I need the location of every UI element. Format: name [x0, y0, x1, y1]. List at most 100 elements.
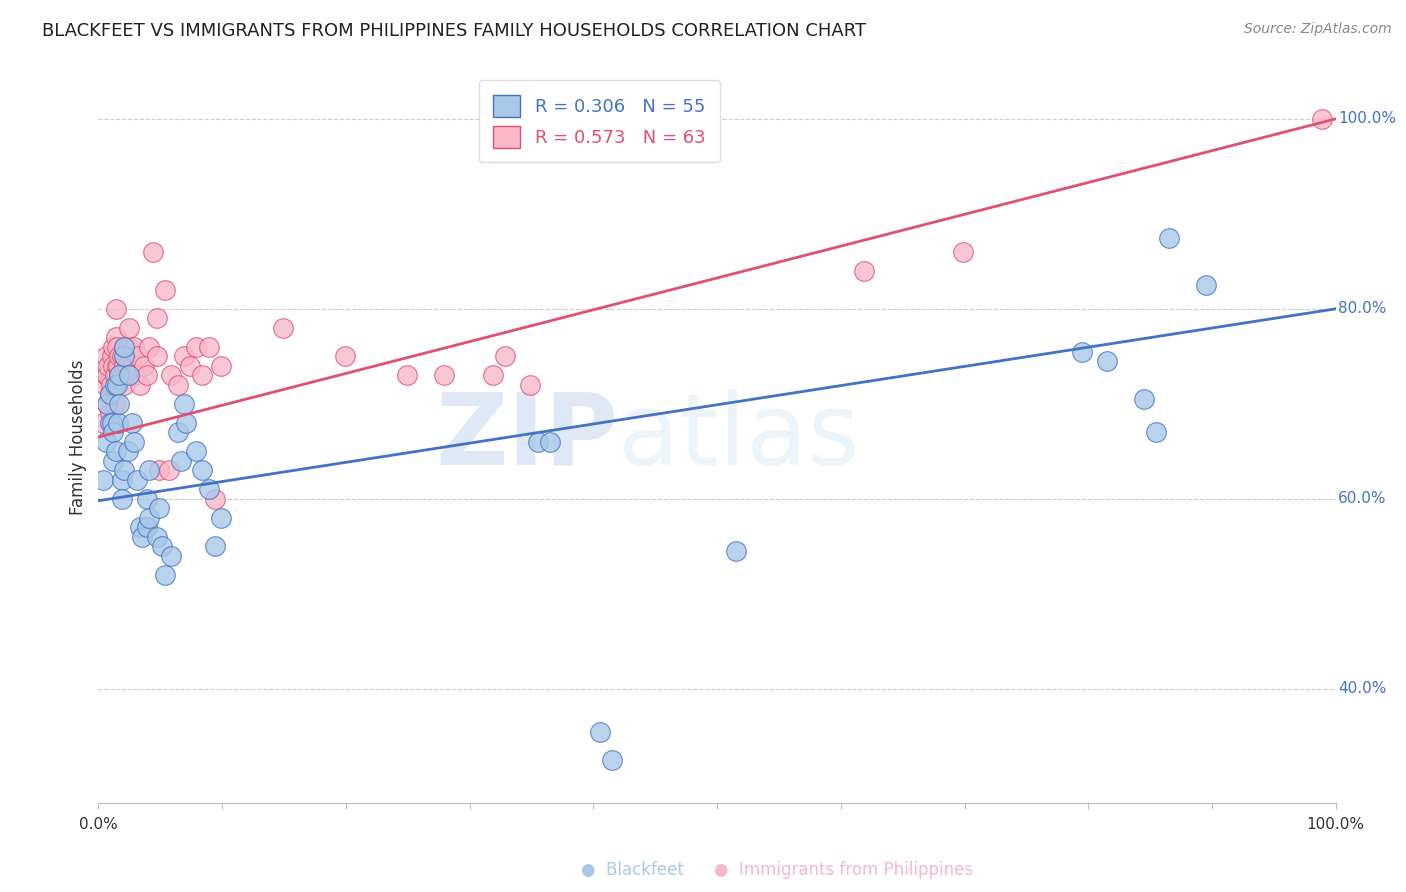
Legend: R = 0.306   N = 55, R = 0.573   N = 63: R = 0.306 N = 55, R = 0.573 N = 63 [478, 80, 720, 162]
Point [853, 264, 876, 278]
Point [209, 359, 232, 373]
Text: atlas: atlas [619, 389, 859, 485]
Text: ●  Blackfeet: ● Blackfeet [581, 861, 685, 879]
Point [93, 473, 115, 487]
Point [138, 340, 160, 354]
Point [174, 416, 197, 430]
Point [96, 397, 118, 411]
Text: ●  Immigrants from Philippines: ● Immigrants from Philippines [714, 861, 973, 879]
Point [173, 349, 195, 363]
Point [98, 387, 121, 401]
Point [121, 359, 143, 373]
Point [112, 463, 135, 477]
Text: Source: ZipAtlas.com: Source: ZipAtlas.com [1244, 22, 1392, 37]
Point [138, 463, 160, 477]
Point [155, 567, 177, 582]
Point [135, 368, 157, 383]
Point [482, 368, 505, 383]
Point [103, 425, 125, 440]
Point [1071, 344, 1094, 359]
Point [173, 397, 195, 411]
Point [127, 349, 149, 363]
Point [108, 368, 131, 383]
Point [100, 377, 122, 392]
Point [111, 491, 134, 506]
Point [107, 416, 129, 430]
Point [160, 368, 183, 383]
Point [191, 368, 214, 383]
Point [1195, 278, 1218, 293]
Point [724, 544, 747, 558]
Point [117, 444, 139, 458]
Point [160, 549, 183, 563]
Point [103, 454, 125, 468]
Point [115, 359, 138, 373]
Point [186, 444, 208, 458]
Point [191, 463, 214, 477]
Point [112, 377, 135, 392]
Point [103, 359, 125, 373]
Point [333, 349, 356, 363]
Point [124, 340, 146, 354]
Point [526, 434, 548, 449]
Point [538, 434, 561, 449]
Point [124, 434, 146, 449]
Point [179, 359, 201, 373]
Point [94, 368, 117, 383]
Text: 40.0%: 40.0% [1339, 681, 1386, 697]
Point [98, 416, 121, 430]
Point [108, 368, 131, 383]
Point [103, 397, 125, 411]
Point [186, 340, 208, 354]
Point [112, 359, 135, 373]
Point [103, 340, 125, 354]
Point [142, 244, 165, 259]
Point [104, 444, 127, 458]
Text: 0.0%: 0.0% [79, 817, 118, 832]
Point [170, 454, 193, 468]
Point [121, 416, 143, 430]
Point [107, 359, 129, 373]
Point [111, 473, 134, 487]
Point [93, 377, 115, 392]
Point [96, 397, 118, 411]
Point [209, 511, 232, 525]
Point [204, 491, 226, 506]
Point [1310, 112, 1333, 126]
Point [204, 539, 226, 553]
Point [101, 349, 124, 363]
Point [1133, 392, 1156, 406]
Point [155, 283, 177, 297]
Point [395, 368, 418, 383]
Point [112, 340, 135, 354]
Point [519, 377, 541, 392]
Text: 100.0%: 100.0% [1339, 112, 1396, 127]
Point [103, 377, 125, 392]
Point [117, 340, 139, 354]
Point [97, 359, 120, 373]
Point [1095, 354, 1118, 368]
Point [111, 349, 134, 363]
Point [103, 368, 125, 383]
Point [1157, 230, 1180, 244]
Point [148, 463, 170, 477]
Text: 100.0%: 100.0% [1306, 817, 1365, 832]
Point [588, 724, 610, 739]
Point [105, 340, 128, 354]
Point [112, 349, 135, 363]
Text: ZIP: ZIP [436, 389, 619, 485]
Point [1144, 425, 1167, 440]
Point [129, 377, 152, 392]
Point [96, 368, 118, 383]
Point [150, 539, 173, 553]
Point [145, 311, 167, 326]
Point [118, 368, 141, 383]
Text: 60.0%: 60.0% [1339, 491, 1386, 507]
Point [124, 368, 146, 383]
Point [131, 530, 153, 544]
Point [134, 359, 156, 373]
Point [118, 321, 141, 335]
Point [112, 340, 135, 354]
Point [94, 434, 117, 449]
Point [111, 368, 134, 383]
